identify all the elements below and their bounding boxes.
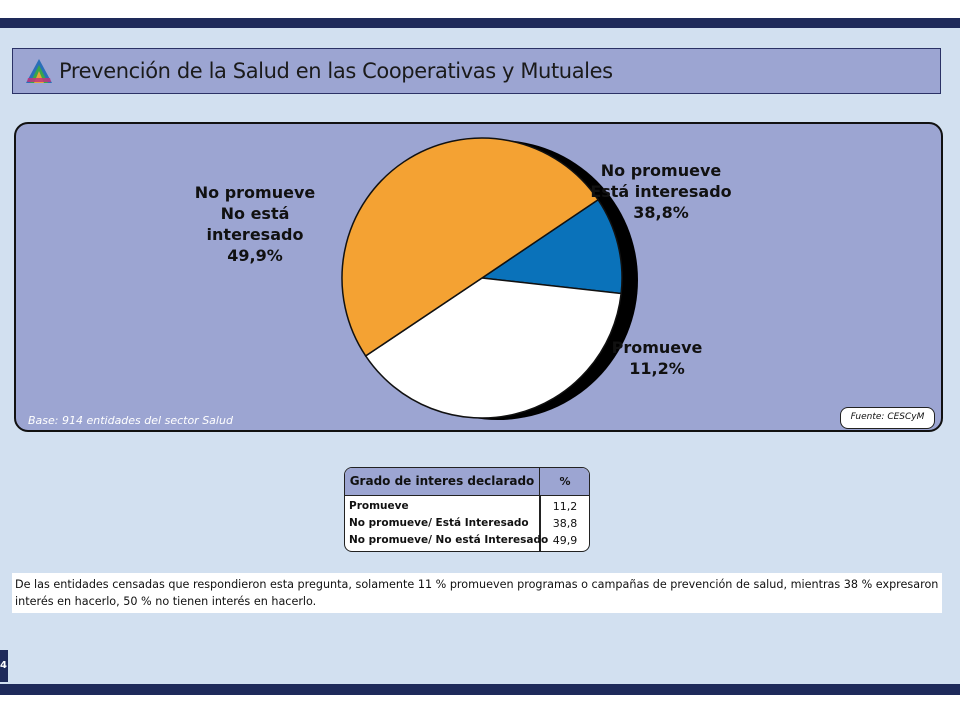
- base-note: Base: 914 entidades del sector Salud: [28, 414, 233, 427]
- page-number: 4: [0, 650, 8, 682]
- title-box: Prevención de la Salud en las Cooperativ…: [12, 48, 941, 94]
- label-promueve-value: 11,2%: [629, 359, 685, 378]
- label-promueve: Promueve 11,2%: [602, 337, 712, 379]
- pie-chart: [341, 137, 638, 420]
- table-cell-value: 11,2: [552, 500, 578, 513]
- table-cell-label: No promueve/ No está Interesado: [349, 534, 549, 546]
- label-promueve-line1: Promueve: [611, 338, 703, 357]
- label-interested-value: 38,8%: [633, 203, 689, 222]
- logo-icon: [26, 59, 52, 83]
- summary-text: De las entidades censadas que respondier…: [12, 573, 942, 613]
- data-table: Grado de interes declarado % Promueve 11…: [344, 467, 590, 552]
- label-interested-line2: Está interesado: [590, 182, 732, 201]
- table-cell-value: 49,9: [552, 534, 578, 547]
- table-row: No promueve/ No está Interesado 49,9: [345, 532, 589, 549]
- pie-slice-2: [364, 277, 622, 419]
- source-box: Fuente: CESCyM: [840, 407, 935, 429]
- label-interested: No promueve Está interesado 38,8%: [586, 160, 736, 223]
- table-cell-label: No promueve/ Está Interesado: [349, 517, 529, 529]
- page-title: Prevención de la Salud en las Cooperativ…: [59, 59, 613, 83]
- pie-slice-1: [479, 198, 623, 295]
- table-cell-label: Promueve: [349, 500, 409, 512]
- label-not-interested-value: 49,9%: [227, 246, 283, 265]
- table-row: Promueve 11,2: [345, 498, 589, 515]
- top-bar: [0, 18, 960, 30]
- bottom-bar: [0, 684, 960, 695]
- table-column-divider: [539, 496, 541, 551]
- label-not-interested-line1: No promueve: [194, 183, 316, 202]
- table-cell-value: 38,8: [552, 517, 578, 530]
- table-header-pct: %: [559, 475, 571, 488]
- label-not-interested: No promueve No está interesado 49,9%: [170, 182, 340, 266]
- chart-panel: No promueve No está interesado 49,9% No …: [14, 122, 943, 432]
- label-not-interested-line2: No está interesado: [206, 204, 304, 244]
- table-header: Grado de interes declarado %: [345, 468, 589, 496]
- pie-slice-3: [341, 137, 600, 357]
- label-interested-line1: No promueve: [600, 161, 722, 180]
- table-body: Promueve 11,2 No promueve/ Está Interesa…: [345, 496, 589, 551]
- table-header-category: Grado de interes declarado: [345, 468, 540, 495]
- table-row: No promueve/ Está Interesado 38,8: [345, 515, 589, 532]
